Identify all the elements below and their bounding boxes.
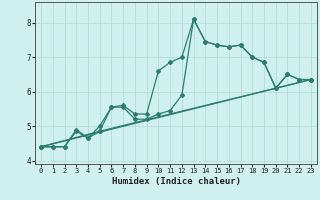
X-axis label: Humidex (Indice chaleur): Humidex (Indice chaleur)	[111, 177, 241, 186]
